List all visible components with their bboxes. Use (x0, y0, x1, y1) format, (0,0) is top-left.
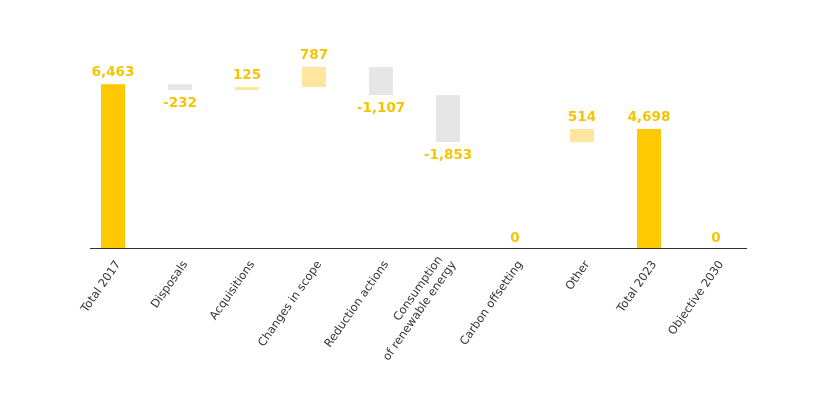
x-tick-label: Other (562, 257, 592, 292)
bar (436, 95, 460, 143)
x-tick-label: Changes in scope (255, 258, 325, 349)
x-tick-label: Reduction actions (321, 258, 391, 350)
value-label: -1,853 (424, 147, 472, 163)
value-label: 787 (300, 47, 328, 63)
value-label: 514 (568, 109, 596, 125)
x-tick-label: Total 2023 (613, 258, 659, 316)
value-label: -1,107 (357, 100, 405, 116)
x-tick-label: Disposals (148, 258, 191, 311)
value-label: 6,463 (92, 64, 135, 80)
x-tick-label: Carbon offsetting (457, 258, 526, 348)
value-label: 0 (711, 230, 720, 246)
bar (235, 86, 259, 91)
value-label: -232 (163, 95, 197, 111)
value-label: 0 (510, 230, 519, 246)
bar (302, 67, 326, 87)
bar (570, 128, 594, 143)
bar (168, 84, 192, 91)
bar (369, 67, 393, 96)
bar (101, 84, 125, 248)
bar (637, 128, 661, 248)
x-tick-label: Objective 2030 (665, 258, 727, 338)
value-label: 125 (233, 67, 261, 83)
value-label: 4,698 (628, 109, 671, 125)
x-tick-label: Total 2017 (77, 258, 123, 316)
x-tick-label: Acquisitions (206, 258, 257, 323)
